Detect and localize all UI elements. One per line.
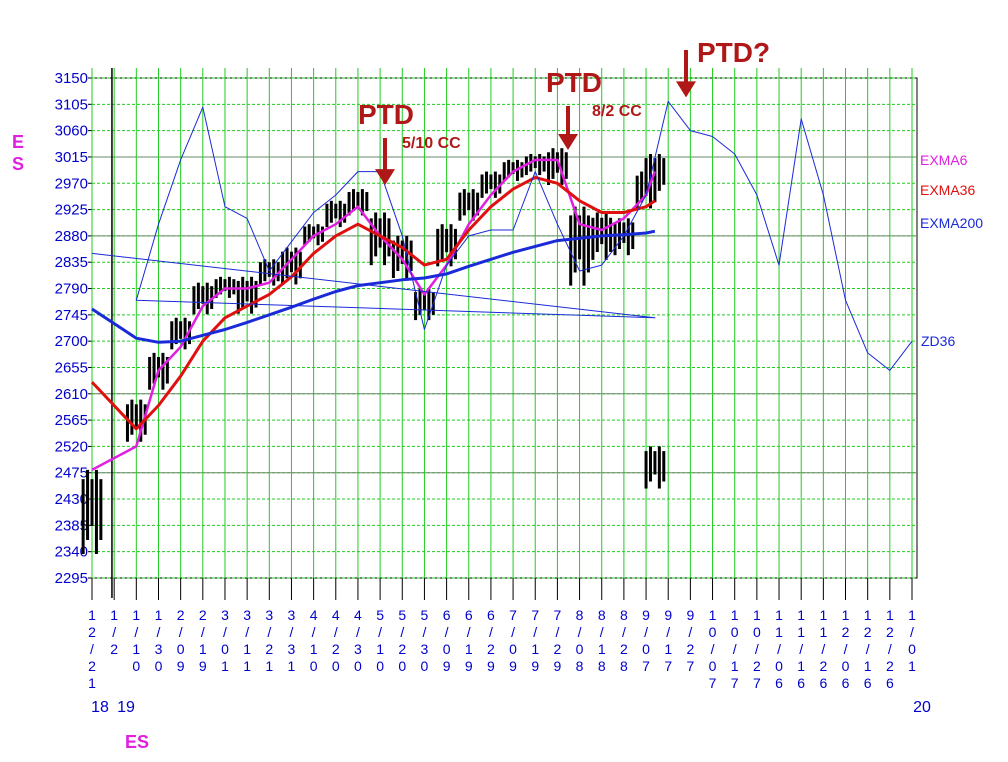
- x-tick-label: 3/3 1: [288, 607, 296, 674]
- y-tick-label: 2520: [55, 438, 88, 455]
- x-tick-label: 8/2 8: [620, 607, 628, 674]
- annotation-note: 8/2 CC: [592, 103, 642, 120]
- x-tick-label: 2/0 9: [177, 607, 185, 674]
- x-tick-label: 6/1 9: [465, 607, 473, 674]
- series-line-exma6: [91, 158, 657, 471]
- y-tick-label: 2970: [55, 175, 88, 192]
- x-tick-label: 9/2 7: [686, 607, 694, 674]
- series-line-exma200: [91, 229, 656, 344]
- x-tick-label: 2/1 9: [199, 607, 207, 674]
- y-tick-label: 2745: [55, 307, 88, 324]
- x-tick-label: 7/2 9: [554, 607, 562, 674]
- x-tick-label: 1 0/2 7: [753, 607, 761, 691]
- x-tick-label: 1/2: [110, 607, 118, 657]
- x-tick-label: 1 1/2 6: [819, 607, 827, 691]
- x-tick-label: 5/2 0: [398, 607, 406, 674]
- y-tick-label: 2835: [55, 254, 88, 271]
- legend-entry: EXMA6: [920, 152, 968, 168]
- series-line-exma36: [90, 175, 656, 431]
- legend-entry: EXMA36: [920, 182, 975, 198]
- annotation-label: PTD?: [697, 37, 770, 68]
- year-label: 20: [913, 699, 931, 716]
- y-tick-label: 3060: [55, 123, 88, 140]
- y-tick-label: 2340: [55, 544, 88, 561]
- x-tick-label: 1/3 0: [155, 607, 163, 674]
- annotation-label: PTD: [358, 99, 414, 130]
- y-tick-label: 2880: [55, 228, 88, 245]
- x-tick-label: 3/0 1: [221, 607, 229, 674]
- y-tick-label: 3150: [55, 70, 88, 87]
- x-tick-label: 1 2/1 6: [864, 607, 872, 691]
- x-tick-label: 1 2/2 1: [88, 607, 96, 691]
- year-label: 19: [117, 699, 135, 716]
- x-tick-label: 3/1 1: [243, 607, 251, 674]
- x-tick-label: 1 1/1 6: [797, 607, 805, 691]
- y-tick-label: 2655: [55, 359, 88, 376]
- y-tick-label: 3015: [55, 149, 88, 166]
- x-tick-label: 7/1 9: [531, 607, 539, 674]
- y-tick-label: 2385: [55, 517, 88, 534]
- x-tick-label: 1/0 1: [908, 607, 916, 674]
- x-tick-label: 8/0 8: [576, 607, 584, 674]
- y-tick-label: 2430: [55, 491, 88, 508]
- y-tick-label: 2565: [55, 412, 88, 429]
- x-tick-label: 4/3 0: [354, 607, 362, 674]
- x-tick-label: 1 0/0 7: [709, 607, 717, 691]
- y-tick-label: 2475: [55, 465, 88, 482]
- annotation-arrow-head: [375, 169, 395, 186]
- x-tick-label: 7/0 9: [509, 607, 517, 674]
- annotation-note: 5/10 CC: [402, 135, 461, 152]
- right-label-zd36: ZD36: [921, 333, 955, 349]
- annotation-arrow-head: [676, 81, 696, 98]
- footer-label: ES: [125, 732, 149, 752]
- series-line-zd36: [91, 100, 913, 371]
- x-tick-label: 1 0/1 7: [731, 607, 739, 691]
- year-label: 18: [91, 699, 109, 716]
- x-tick-label: 6/2 9: [487, 607, 495, 674]
- x-tick-label: 1 2/0 6: [842, 607, 850, 691]
- x-tick-label: 4/2 0: [332, 607, 340, 674]
- x-tick-label: 1 1/0 6: [775, 607, 783, 691]
- x-tick-label: 8/1 8: [598, 607, 606, 674]
- x-tick-label: 3/2 1: [265, 607, 273, 674]
- y-tick-label: 2925: [55, 202, 88, 219]
- x-tick-label: 5/1 0: [376, 607, 384, 674]
- x-tick-label: 1 2/2 6: [886, 607, 894, 691]
- y-tick-label: 2295: [55, 570, 88, 587]
- x-tick-label: 4/1 0: [310, 607, 318, 674]
- legend-entry: EXMA200: [920, 215, 983, 231]
- y-tick-label: 2700: [55, 333, 88, 350]
- x-tick-label: 9/0 7: [642, 607, 650, 674]
- x-tick-label: 1/1 0: [132, 607, 140, 674]
- y-tick-label: 3105: [55, 96, 88, 113]
- annotation-label: PTD: [546, 67, 602, 98]
- x-tick-label: 6/0 9: [443, 607, 451, 674]
- y-tick-label: 2610: [55, 386, 88, 403]
- x-tick-label: 5/3 0: [421, 607, 429, 674]
- x-tick-label: 9/1 7: [664, 607, 672, 674]
- y-tick-label: 2790: [55, 281, 88, 298]
- annotation-arrow-head: [558, 134, 578, 151]
